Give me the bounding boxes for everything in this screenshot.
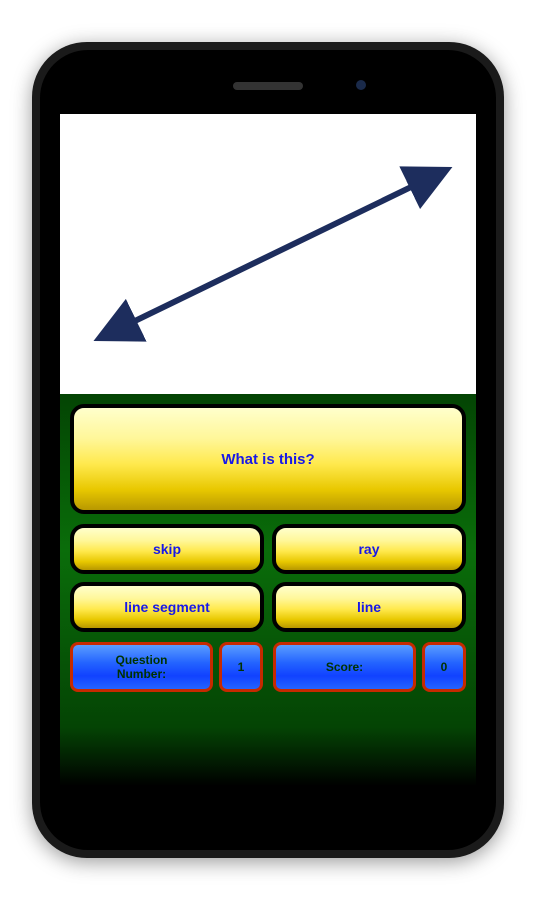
- phone-bezel: What is this? skip ray line segment: [40, 50, 496, 850]
- question-number-value: 1: [238, 660, 245, 674]
- app-screen: What is this? skip ray line segment: [60, 114, 476, 786]
- answer-label-2: ray: [358, 541, 379, 557]
- question-number-label-box: Question Number:: [70, 642, 213, 692]
- phone-shell: What is this? skip ray line segment: [32, 42, 504, 858]
- score-value: 0: [441, 660, 448, 674]
- score-group: Score: 0: [273, 642, 466, 692]
- answer-grid: skip ray line segment line: [70, 524, 466, 632]
- answer-button-3[interactable]: line segment: [70, 582, 264, 632]
- answer-label-1: skip: [153, 541, 181, 557]
- phone-speaker: [233, 82, 303, 90]
- question-prompt-box: What is this?: [70, 404, 466, 514]
- page-background: What is this? skip ray line segment: [0, 0, 536, 900]
- question-number-value-box: 1: [219, 642, 263, 692]
- answer-label-3: line segment: [124, 599, 210, 615]
- score-value-box: 0: [422, 642, 466, 692]
- question-prompt-text: What is this?: [221, 451, 314, 468]
- quiz-panel: What is this? skip ray line segment: [60, 394, 476, 786]
- question-number-group: Question Number: 1: [70, 642, 263, 692]
- line-diagram-icon: [60, 114, 476, 394]
- score-label-box: Score:: [273, 642, 416, 692]
- answer-button-4[interactable]: line: [272, 582, 466, 632]
- question-number-label: Question Number:: [115, 653, 167, 682]
- score-label: Score:: [326, 660, 363, 674]
- answer-button-1[interactable]: skip: [70, 524, 264, 574]
- question-image-area: [60, 114, 476, 394]
- bottom-spacer: [70, 702, 466, 776]
- answer-label-4: line: [357, 599, 381, 615]
- status-row: Question Number: 1 Score: 0: [70, 642, 466, 692]
- phone-camera-dot: [356, 80, 366, 90]
- answer-button-2[interactable]: ray: [272, 524, 466, 574]
